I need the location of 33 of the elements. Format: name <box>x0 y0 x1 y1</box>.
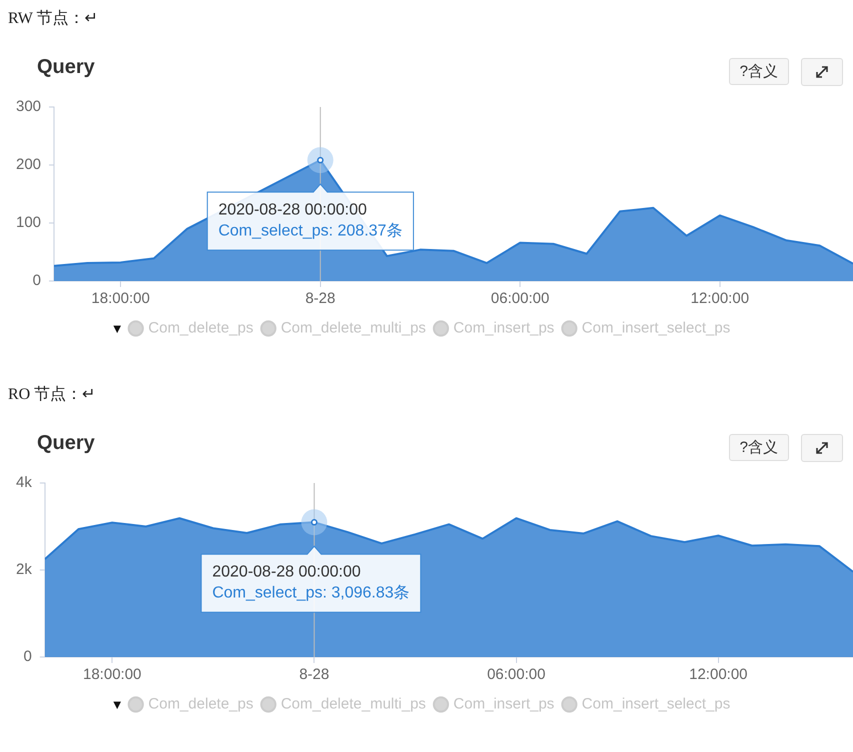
text: ?含义 <box>728 434 789 461</box>
x-tick-label: 18:00:00 <box>91 290 150 308</box>
text: ▼ <box>110 696 124 712</box>
y-tick-label: 300 <box>16 98 42 116</box>
x-tick-label: 12:00:00 <box>690 290 750 308</box>
x-tick-label: 06:00:00 <box>490 290 550 308</box>
y-tick-label: 2k <box>16 561 32 578</box>
annotation: 2020-08-28 00:00:00 Com_select_ps: 208.37条 <box>218 202 402 240</box>
chart-title: Query <box>37 432 95 455</box>
legend-label: Com_delete_multi_ps <box>280 320 426 337</box>
text: ▼ <box>110 320 124 336</box>
chart-subtitle: RW 节点：↵ <box>8 8 98 29</box>
chart-title: Query <box>37 56 95 79</box>
y-tick-label: 0 <box>24 648 32 666</box>
x-tick-label: 18:00:00 <box>82 666 142 684</box>
x-tick-label: 12:00:00 <box>689 666 748 684</box>
annotation: 2020-08-28 00:00:00 Com_select_ps: 3,096.83条 <box>212 564 410 602</box>
legend-label: Com_insert_ps <box>453 696 554 713</box>
legend-label: Com_delete_multi_ps <box>280 696 426 713</box>
y-tick-label: 0 <box>32 272 42 290</box>
y-tick-label: 4k <box>16 474 32 492</box>
legend-label: Com_delete_ps <box>148 696 254 713</box>
x-tick-label: 8-28 <box>299 666 330 684</box>
text: ?含义 <box>728 58 789 85</box>
x-tick-label: 06:00:00 <box>487 666 546 684</box>
legend-label: Com_insert_select_ps <box>582 320 730 337</box>
legend-label: Com_insert_select_ps <box>582 696 730 713</box>
y-tick-label: 200 <box>16 156 42 174</box>
y-tick-label: 100 <box>16 214 42 232</box>
legend-label: Com_delete_ps <box>148 320 254 337</box>
chart-subtitle: RO 节点：↵ <box>8 384 96 405</box>
x-tick-label: 8-28 <box>305 290 336 308</box>
legend-label: Com_insert_ps <box>453 320 554 337</box>
